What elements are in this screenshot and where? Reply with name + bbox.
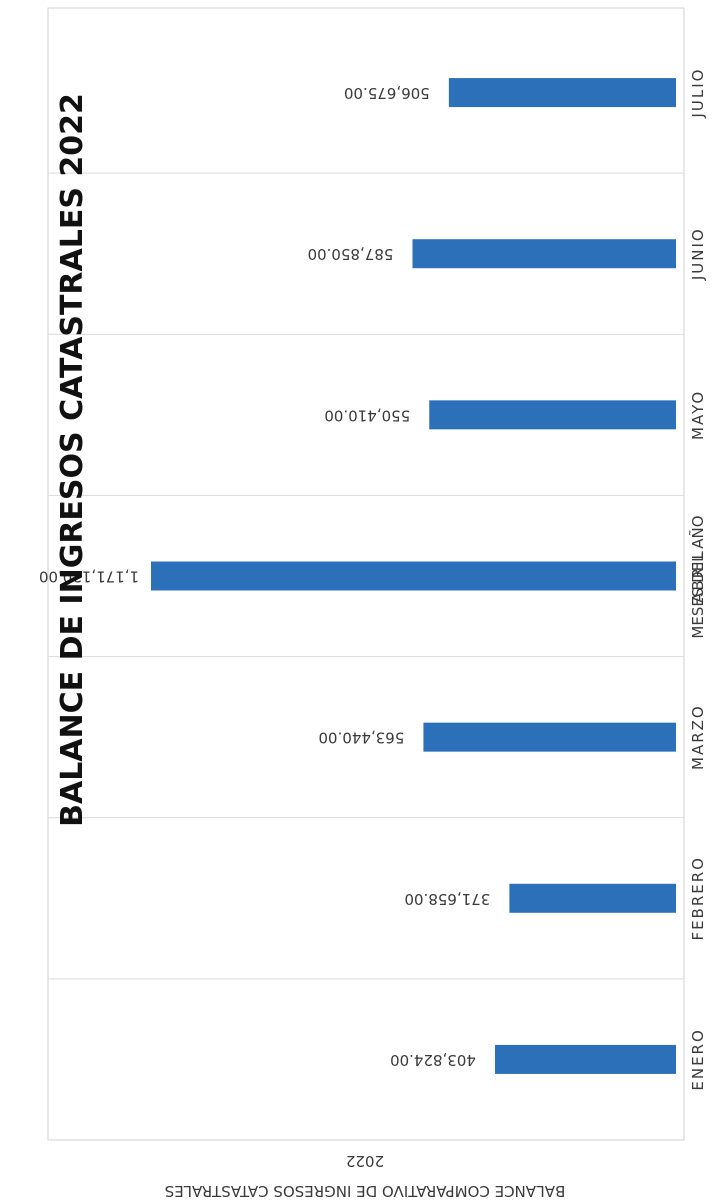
data-label-enero: 403,824.00 — [390, 1051, 476, 1069]
data-label-junio: 587,850.00 — [308, 245, 394, 263]
data-label-marzo: 563,440.00 — [318, 729, 404, 747]
gridlines — [48, 172, 684, 980]
data-label-abril: 1,171,120.00 — [39, 568, 139, 586]
bar-febrero — [509, 883, 676, 913]
overlay-title: BALANCE DE INGRESOS CATASTRALES 2022 — [55, 93, 90, 827]
bars — [151, 78, 676, 1074]
category-ticks: ENERO FEBRERO MARZO ABRIL MAYO JUNIO JULIO — [689, 68, 707, 1091]
bar-abril — [151, 561, 676, 591]
tick-label-julio: JULIO — [689, 68, 707, 119]
tick-label-enero: ENERO — [689, 1028, 707, 1090]
tick-label-junio: JUNIO — [689, 227, 707, 281]
x-axis-label: MESES DEL AÑO — [688, 515, 707, 638]
bar-junio — [412, 239, 676, 269]
data-label-julio: 506,675.00 — [344, 84, 430, 102]
data-labels: 403,824.00 371,658.00 563,440.00 1,171,120.… — [39, 84, 490, 1069]
chart-title: BALANCE COMPARATIVO DE INGRESOS CATASTRA… — [165, 1182, 566, 1200]
bar-mayo — [429, 400, 676, 430]
tick-label-marzo: MARZO — [689, 704, 707, 770]
tick-label-mayo: MAYO — [689, 390, 707, 440]
bar-marzo — [423, 722, 676, 752]
bar-julio — [448, 78, 676, 108]
data-label-mayo: 550,410.00 — [324, 406, 410, 424]
tick-label-abril: ABRIL — [689, 549, 707, 603]
chart-subtitle: 2022 — [346, 1152, 384, 1170]
plot-frame — [47, 7, 685, 1141]
data-label-febrero: 371,658.00 — [404, 890, 490, 908]
bar-enero — [494, 1044, 676, 1074]
tick-label-febrero: FEBRERO — [689, 856, 707, 941]
